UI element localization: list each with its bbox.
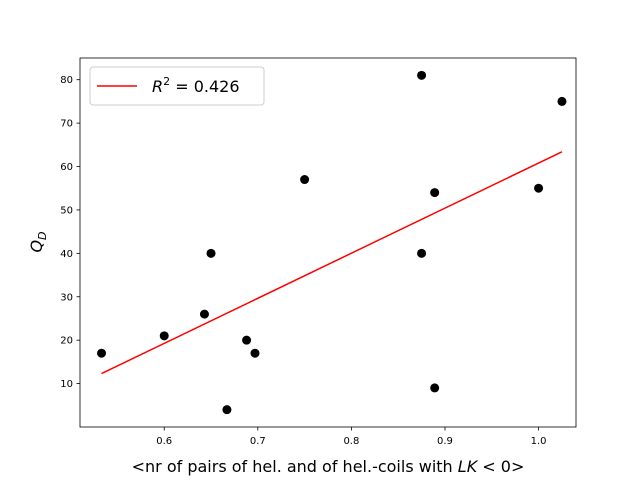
legend-r-value: = 0.426: [170, 77, 239, 96]
data-point: [430, 188, 440, 198]
x-axis-label-suffix: < 0>: [477, 457, 524, 476]
x-axis-label-prefix: <nr of pairs of hel. and of hel.-coils w…: [132, 457, 458, 476]
data-point: [199, 309, 209, 319]
legend-r: R: [152, 77, 163, 96]
y-tick-label: 50: [60, 205, 73, 216]
x-tick-label: 0.6: [156, 436, 172, 447]
x-tick-label: 0.9: [437, 436, 453, 447]
y-tick-label: 80: [60, 75, 73, 86]
plot-area: 0.6 0.7 0.8 0.9 1.0 10 20 30 40 50 60 70 80: [60, 57, 577, 447]
y-tick-label: 30: [60, 292, 73, 303]
data-point: [300, 175, 310, 185]
data-point: [417, 70, 427, 80]
x-tick-label: 0.7: [250, 436, 266, 447]
x-tick-label: 0.8: [343, 436, 359, 447]
data-point: [430, 383, 440, 393]
x-axis-label: <nr of pairs of hel. and of hel.-coils w…: [132, 457, 525, 476]
y-axis-label: QD: [27, 231, 49, 252]
y-axis-label-main: Q: [27, 240, 46, 253]
data-point: [97, 348, 107, 358]
data-point: [222, 405, 232, 415]
legend-fit-line-label: R2 = 0.426: [152, 75, 240, 96]
data-points-layer: [97, 70, 567, 415]
data-point: [417, 248, 427, 258]
data-point: [159, 331, 169, 341]
data-point: [206, 248, 216, 258]
y-tick-label: 20: [60, 336, 73, 347]
data-point: [242, 335, 252, 345]
legend-r-superscript: 2: [163, 75, 170, 88]
data-point: [557, 96, 567, 106]
y-axis-ticks: 10 20 30 40 50 60 70 80: [60, 75, 80, 390]
regression-fit-line: [101, 151, 563, 375]
y-tick-label: 10: [60, 379, 73, 390]
axes-frame: [79, 57, 577, 428]
y-tick-label: 60: [60, 162, 73, 173]
x-tick-label: 1.0: [531, 436, 547, 447]
data-point: [250, 348, 260, 358]
y-tick-label: 70: [60, 119, 73, 130]
fit-line-layer: [101, 151, 563, 375]
x-axis-label-math: LK: [458, 457, 479, 476]
y-tick-label: 40: [60, 249, 73, 260]
y-axis-label-sub: D: [36, 231, 49, 239]
data-point: [534, 183, 544, 193]
legend-box: [89, 66, 265, 106]
legend: R2 = 0.426: [89, 66, 265, 106]
x-axis-ticks: 0.6 0.7 0.8 0.9 1.0: [156, 427, 547, 447]
